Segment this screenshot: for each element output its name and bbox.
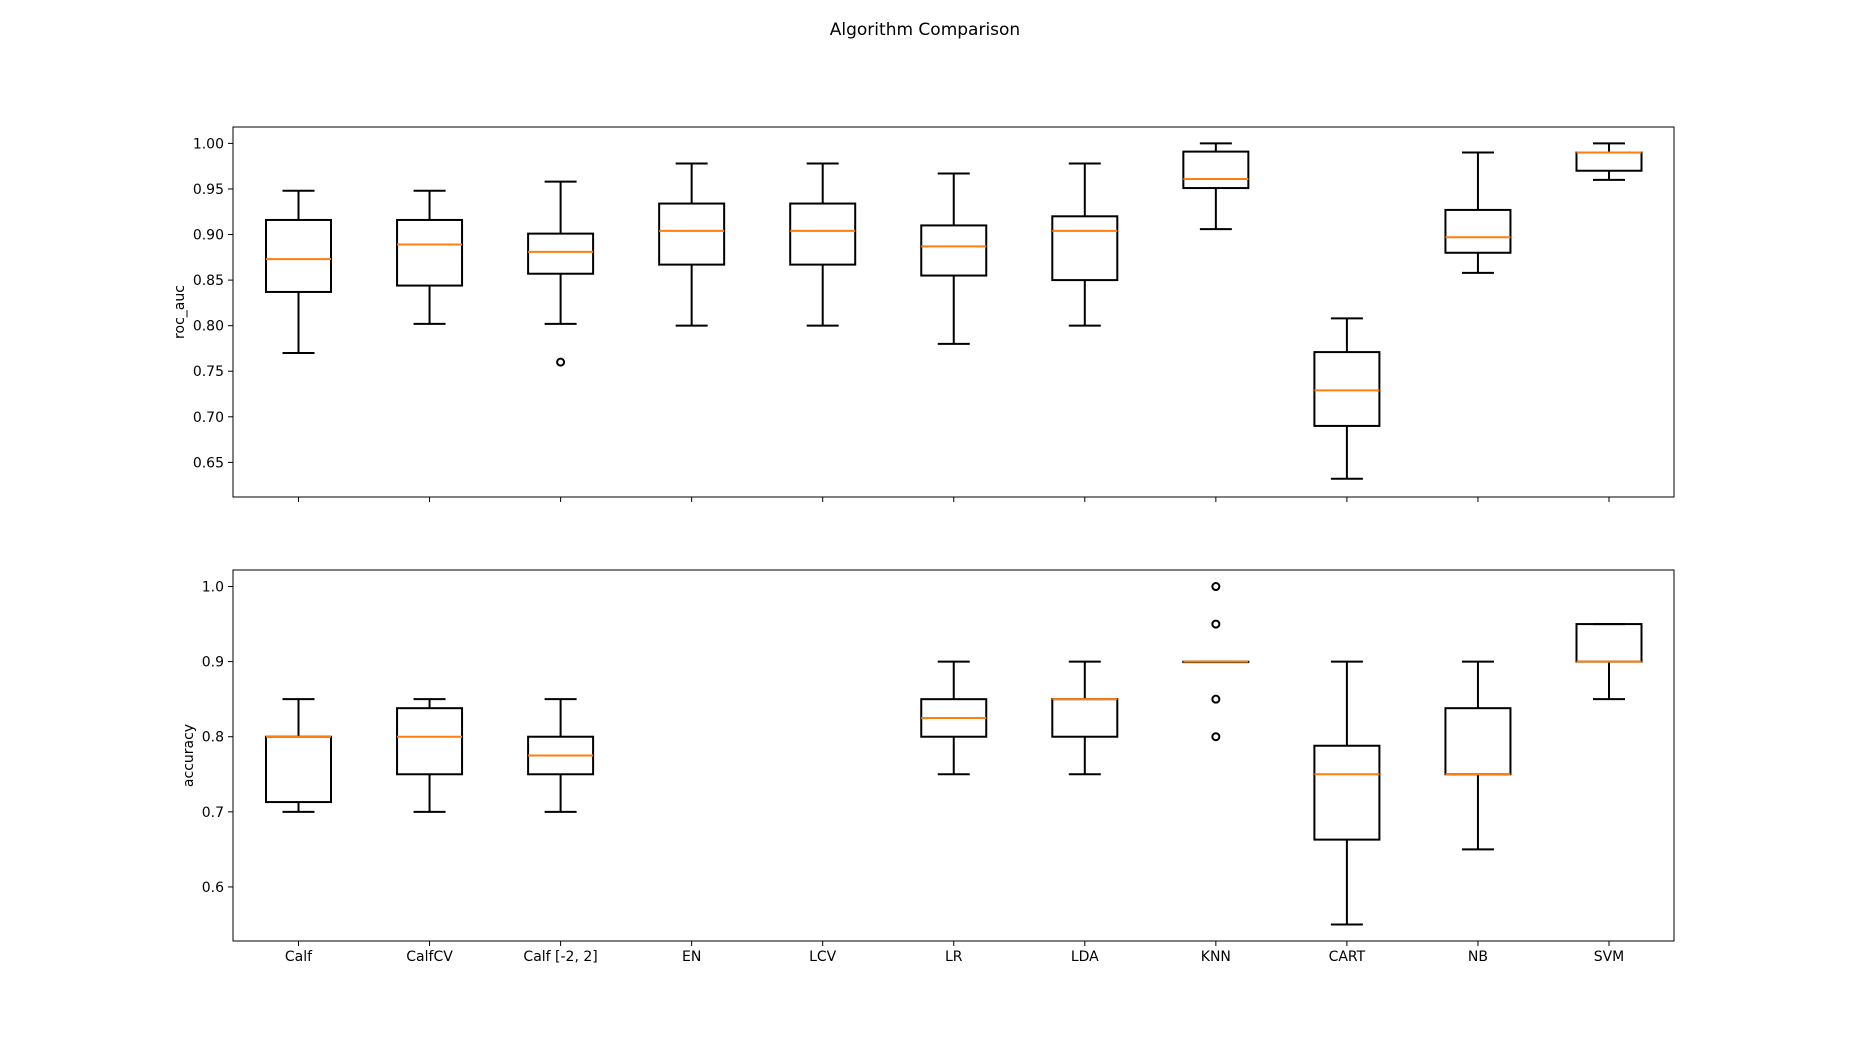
box-body [1182, 150, 1250, 190]
x-tick-label: LDA [1071, 949, 1099, 965]
box-body [265, 218, 332, 293]
box-nb [1444, 151, 1512, 274]
box-calf [265, 189, 332, 355]
roc-auc-panel: 0.65 0.70 0.75 0.80 0.85 0.90 0.95 1.00 roc_auc [172, 126, 1675, 502]
y-axis-label: roc_auc [172, 285, 188, 339]
y-tick-label: 1.0 [202, 580, 224, 596]
box-body [396, 218, 464, 287]
box-calfcv [396, 189, 464, 325]
box-body [658, 202, 726, 266]
x-tick-label: LR [945, 949, 963, 965]
x-tick-label: EN [682, 949, 701, 965]
x-tick-label: CalfCV [406, 949, 453, 965]
box-body [527, 232, 595, 275]
box-lda [1051, 660, 1119, 776]
y-tick-label: 0.85 [193, 273, 224, 289]
box-lda [1051, 162, 1119, 327]
y-tick-label: 0.75 [193, 364, 224, 380]
y-axis-label: accuracy [181, 724, 197, 787]
outlier-point [1211, 694, 1221, 704]
box-knn [1182, 582, 1250, 742]
x-tick-label: LCV [809, 949, 837, 965]
box-svm [1575, 142, 1643, 181]
box-en [658, 162, 726, 327]
x-tick-label: SVM [1594, 949, 1625, 965]
x-tick-label: Calf [-2, 2] [523, 949, 597, 965]
box-calf-2-2 [527, 698, 595, 813]
box-calf [265, 698, 332, 813]
box-lr [920, 660, 988, 776]
x-tick-label: CART [1329, 949, 1366, 965]
y-tick-label: 0.7 [202, 805, 224, 821]
box-lr [920, 172, 988, 345]
outlier-point [1211, 732, 1221, 742]
x-tick-label: NB [1468, 949, 1488, 965]
box-body [396, 707, 464, 776]
y-tick-label: 0.80 [193, 319, 224, 335]
chart-title: Algorithm Comparison [830, 20, 1020, 40]
box-body [1051, 215, 1119, 282]
box-svm [1575, 623, 1643, 701]
box-cart [1313, 660, 1381, 926]
y-tick-label: 0.70 [193, 410, 224, 426]
box-knn [1182, 142, 1250, 231]
x-tick-label: Calf [285, 949, 313, 965]
axes-frame [232, 126, 1675, 498]
y-tick-label: 0.65 [193, 455, 224, 471]
y-tick-label: 0.90 [193, 228, 224, 244]
box-body [1313, 351, 1381, 427]
box-calf-2-2 [527, 180, 595, 367]
outlier-point [1211, 582, 1221, 592]
y-tick-label: 1.00 [193, 136, 224, 152]
box-calfcv [396, 698, 464, 813]
box-lcv [789, 162, 857, 327]
box-cart [1313, 317, 1381, 480]
y-tick-label: 0.95 [193, 182, 224, 198]
outlier-point [1211, 619, 1221, 629]
box-body [789, 202, 857, 266]
y-tick-label: 0.6 [202, 880, 224, 896]
y-tick-label: 0.8 [202, 730, 224, 746]
outlier-point [556, 357, 566, 367]
axes-frame [232, 569, 1675, 942]
accuracy-panel: 0.6 0.7 0.8 0.9 1.0 Calf CalfCV Calf [-2, 2] EN L… [181, 569, 1675, 965]
x-tick-label: KNN [1201, 949, 1231, 965]
box-body [1313, 744, 1381, 841]
box-nb [1444, 660, 1512, 851]
y-tick-label: 0.9 [202, 655, 224, 671]
box-body [1444, 208, 1512, 254]
box-body [920, 224, 988, 277]
